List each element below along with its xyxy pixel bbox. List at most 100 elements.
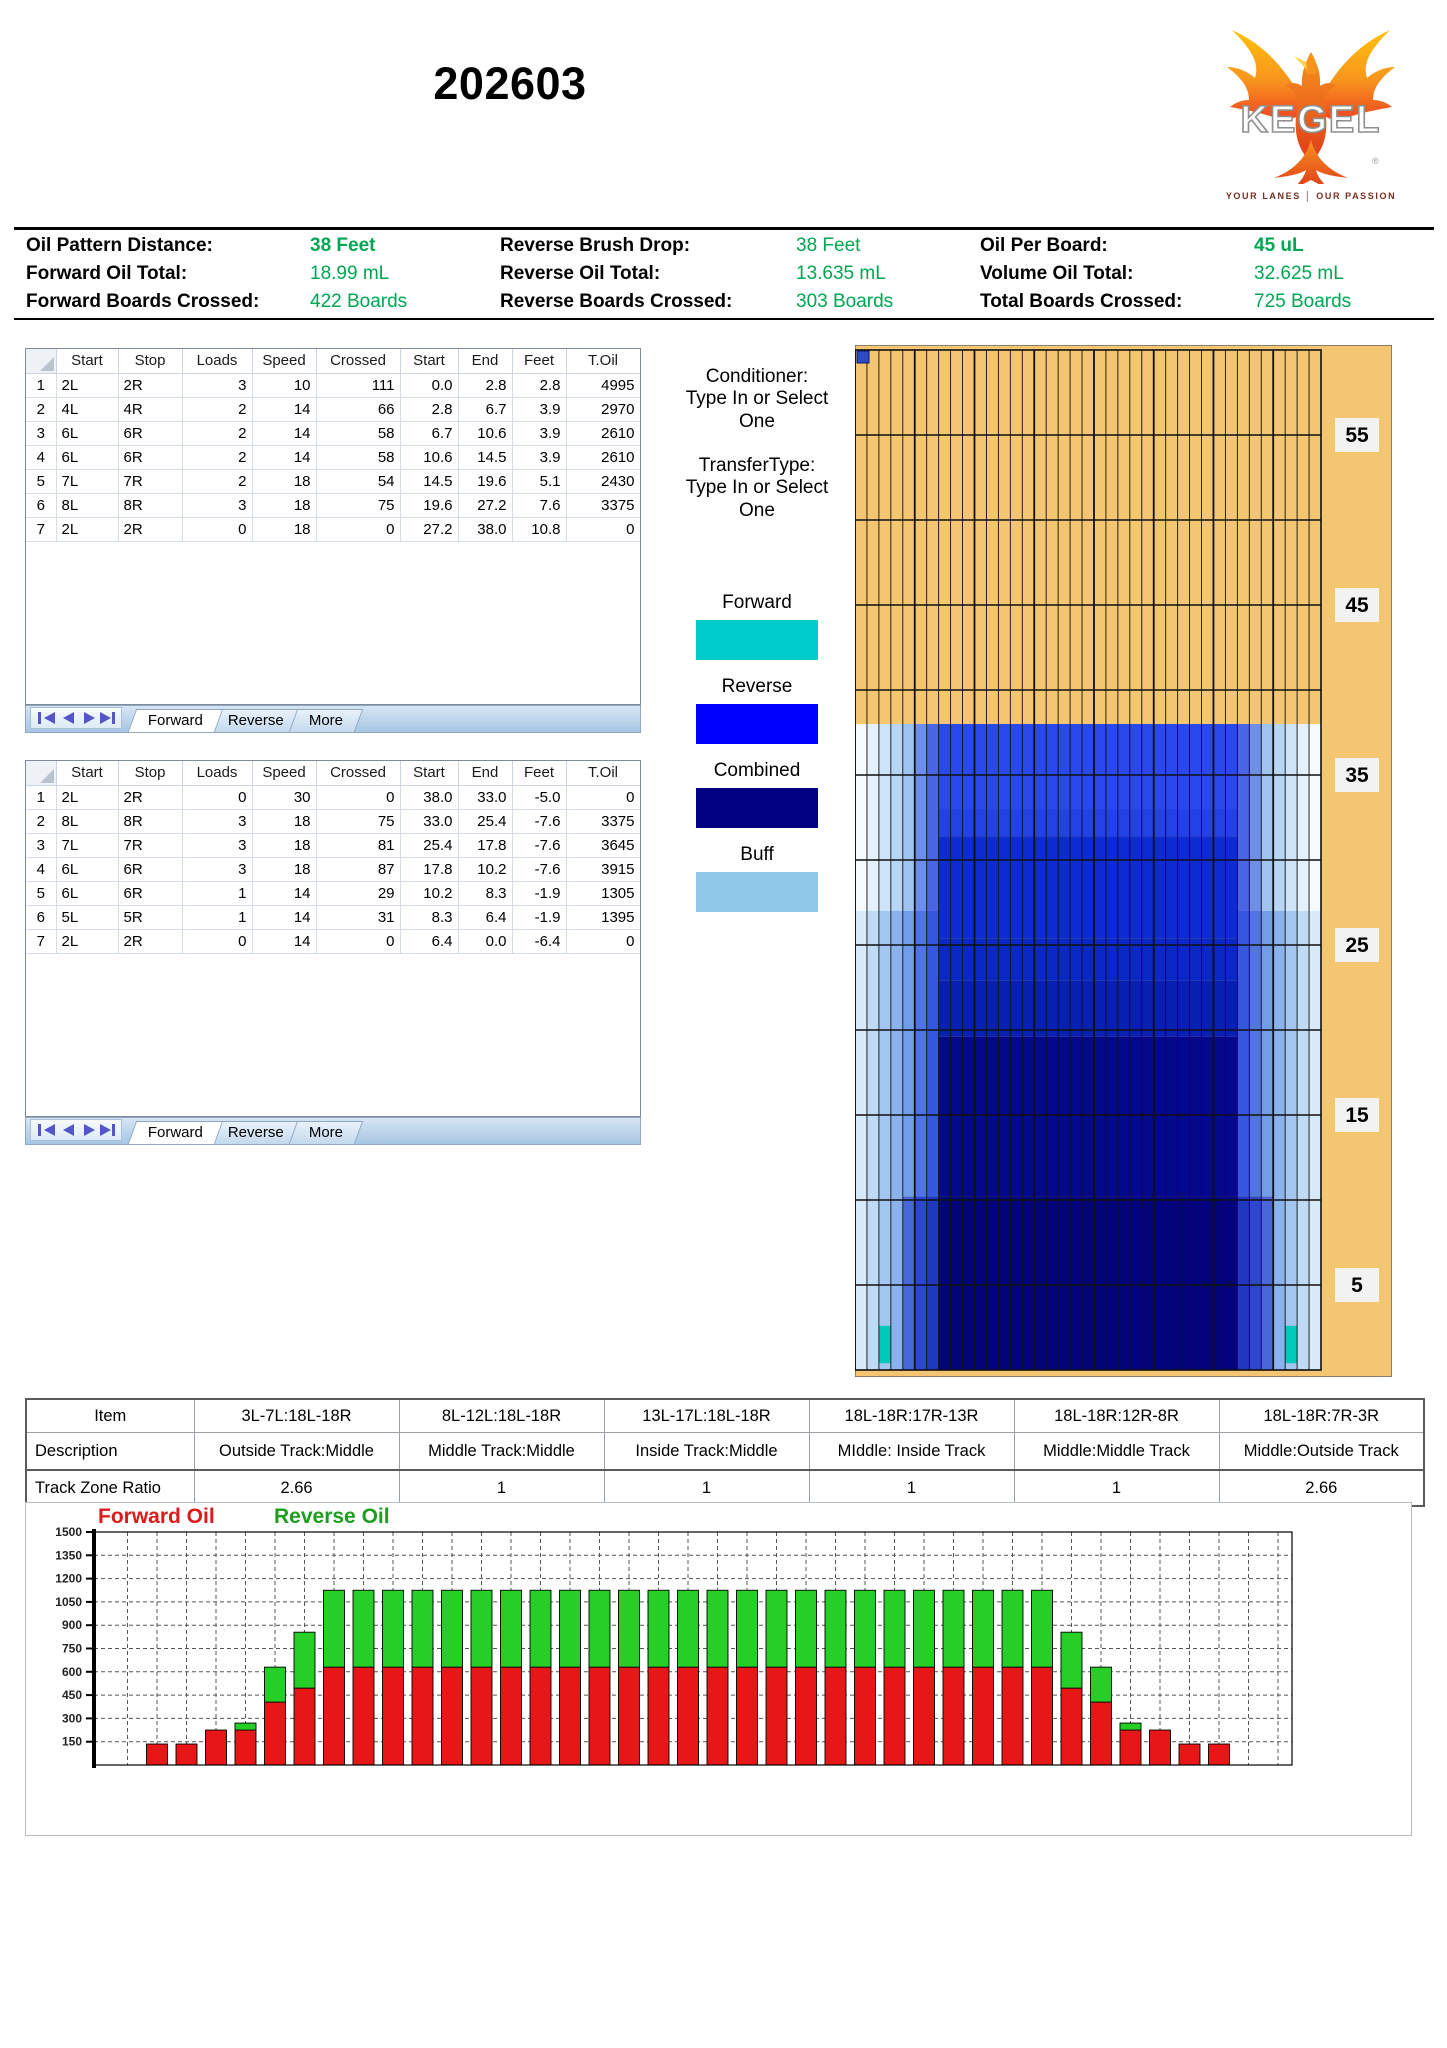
table-cell[interactable]: 14 xyxy=(251,420,317,446)
table-cell[interactable]: 3.9 xyxy=(511,444,567,470)
table-cell[interactable]: 3.9 xyxy=(511,420,567,446)
next-record-icon[interactable] xyxy=(84,712,95,724)
table-cell[interactable]: 18 xyxy=(251,856,317,882)
table-cell[interactable]: 8L xyxy=(55,492,119,518)
column-header[interactable]: Feet xyxy=(511,761,567,786)
table-cell[interactable]: -7.6 xyxy=(511,808,567,834)
table-cell[interactable]: 38.0 xyxy=(399,784,459,810)
table-cell[interactable]: 17.8 xyxy=(457,832,513,858)
table-cell[interactable]: 1305 xyxy=(565,880,640,906)
table-cell[interactable]: 6R xyxy=(117,880,183,906)
table-cell[interactable]: 2L xyxy=(55,928,119,954)
table-cell[interactable]: 0 xyxy=(315,784,401,810)
table-cell[interactable]: 2 xyxy=(181,468,253,494)
table-cell[interactable]: -6.4 xyxy=(511,928,567,954)
table-cell[interactable]: 2.8 xyxy=(457,372,513,398)
table-cell[interactable]: 4R xyxy=(117,396,183,422)
column-header[interactable]: End xyxy=(457,761,513,786)
select-all-corner[interactable] xyxy=(26,349,57,374)
column-header[interactable]: Crossed xyxy=(315,761,401,786)
table-cell[interactable]: 8R xyxy=(117,492,183,518)
last-record-icon[interactable] xyxy=(100,712,115,724)
table-cell[interactable]: 3645 xyxy=(565,832,640,858)
table-cell[interactable]: -5.0 xyxy=(511,784,567,810)
tab-more[interactable]: More xyxy=(288,1121,364,1144)
column-header[interactable]: Start xyxy=(55,761,119,786)
table-cell[interactable]: -1.9 xyxy=(511,880,567,906)
table-cell[interactable]: 33.0 xyxy=(457,784,513,810)
table-cell[interactable]: 7.6 xyxy=(511,492,567,518)
table-cell[interactable]: 6.4 xyxy=(399,928,459,954)
table-cell[interactable]: 66 xyxy=(315,396,401,422)
column-header[interactable]: Start xyxy=(399,349,459,374)
table-cell[interactable]: 58 xyxy=(315,420,401,446)
column-header[interactable]: Speed xyxy=(251,761,317,786)
table-cell[interactable]: 2L xyxy=(55,784,119,810)
table-cell[interactable]: 81 xyxy=(315,832,401,858)
row-number[interactable]: 2 xyxy=(26,396,57,422)
table-cell[interactable]: 2.8 xyxy=(399,396,459,422)
column-header[interactable]: Start xyxy=(55,349,119,374)
column-header[interactable]: T.Oil xyxy=(565,349,640,374)
table-cell[interactable]: 3915 xyxy=(565,856,640,882)
table-cell[interactable]: 3 xyxy=(181,808,253,834)
row-number[interactable]: 5 xyxy=(26,468,57,494)
table-cell[interactable]: 10.6 xyxy=(457,420,513,446)
table-cell[interactable]: 10.2 xyxy=(399,880,459,906)
conditioner-value[interactable]: Type In or Select One xyxy=(685,388,829,432)
table-cell[interactable]: 1395 xyxy=(565,904,640,930)
last-record-icon[interactable] xyxy=(100,1124,115,1136)
table-cell[interactable]: 0.0 xyxy=(457,928,513,954)
table-cell[interactable]: 7L xyxy=(55,468,119,494)
table-cell[interactable]: 2R xyxy=(117,372,183,398)
row-number[interactable]: 7 xyxy=(26,516,57,542)
table-cell[interactable]: 0 xyxy=(565,784,640,810)
table-cell[interactable]: 3 xyxy=(181,832,253,858)
table-cell[interactable]: 18 xyxy=(251,832,317,858)
table-cell[interactable]: 10.8 xyxy=(511,516,567,542)
table-cell[interactable]: 6L xyxy=(55,856,119,882)
table-cell[interactable]: 0 xyxy=(315,516,401,542)
table-cell[interactable]: 8R xyxy=(117,808,183,834)
table-cell[interactable]: -1.9 xyxy=(511,904,567,930)
table-cell[interactable]: 2R xyxy=(117,784,183,810)
table-cell[interactable]: 3375 xyxy=(565,492,640,518)
table-cell[interactable]: 2 xyxy=(181,396,253,422)
table-cell[interactable]: 19.6 xyxy=(457,468,513,494)
table-cell[interactable]: 8L xyxy=(55,808,119,834)
table-cell[interactable]: 2610 xyxy=(565,420,640,446)
table-cell[interactable]: 3.9 xyxy=(511,396,567,422)
row-number[interactable]: 4 xyxy=(26,856,57,882)
table-cell[interactable]: 6L xyxy=(55,420,119,446)
table-cell[interactable]: 2 xyxy=(181,444,253,470)
table-cell[interactable]: 0.0 xyxy=(399,372,459,398)
table-cell[interactable]: 5L xyxy=(55,904,119,930)
column-header[interactable]: T.Oil xyxy=(565,761,640,786)
transfer-type-value[interactable]: Type In or Select One xyxy=(685,477,829,521)
table-cell[interactable]: 0 xyxy=(315,928,401,954)
row-number[interactable]: 2 xyxy=(26,808,57,834)
table-cell[interactable]: 14 xyxy=(251,928,317,954)
table-cell[interactable]: -7.6 xyxy=(511,832,567,858)
table-cell[interactable]: 6.7 xyxy=(457,396,513,422)
table-cell[interactable]: 14 xyxy=(251,444,317,470)
table-cell[interactable]: 54 xyxy=(315,468,401,494)
row-number[interactable]: 6 xyxy=(26,904,57,930)
table-cell[interactable]: 5R xyxy=(117,904,183,930)
table-cell[interactable]: 0 xyxy=(181,928,253,954)
table-cell[interactable]: 1 xyxy=(181,904,253,930)
table-cell[interactable]: 30 xyxy=(251,784,317,810)
table-cell[interactable]: 87 xyxy=(315,856,401,882)
column-header[interactable]: Start xyxy=(399,761,459,786)
column-header[interactable]: Speed xyxy=(251,349,317,374)
table-cell[interactable]: 2610 xyxy=(565,444,640,470)
select-all-corner[interactable] xyxy=(26,761,57,786)
column-header[interactable]: Feet xyxy=(511,349,567,374)
table-cell[interactable]: 2970 xyxy=(565,396,640,422)
table-cell[interactable]: 18 xyxy=(251,516,317,542)
table-cell[interactable]: 31 xyxy=(315,904,401,930)
table-cell[interactable]: 33.0 xyxy=(399,808,459,834)
row-number[interactable]: 7 xyxy=(26,928,57,954)
table-cell[interactable]: 0 xyxy=(181,784,253,810)
table-cell[interactable]: 14 xyxy=(251,396,317,422)
